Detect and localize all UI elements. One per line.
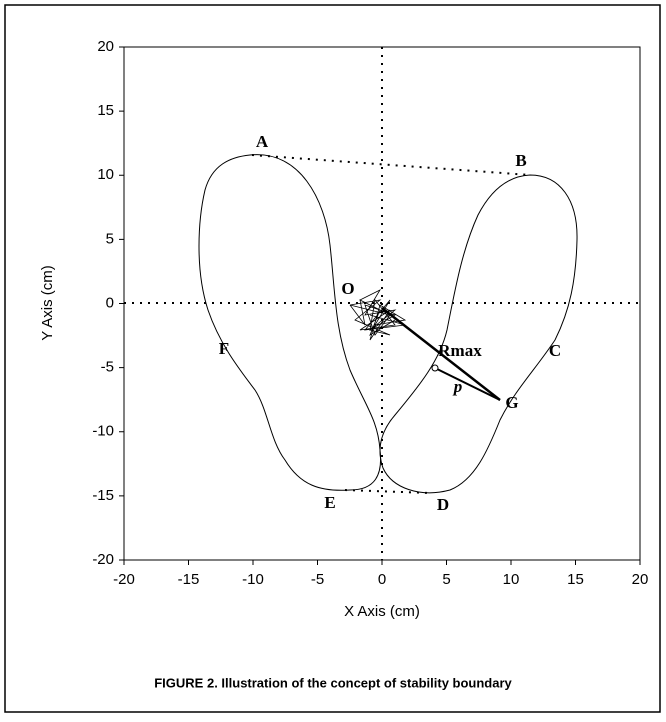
x-tick-label: 0: [378, 571, 386, 588]
figure-border: [4, 4, 661, 713]
y-tick-label: 5: [106, 230, 114, 247]
boundary-ab: [251, 154, 531, 176]
annotation: A: [256, 132, 269, 151]
annotation: F: [219, 339, 229, 358]
x-tick-label: -15: [178, 571, 200, 588]
x-tick-label: -10: [242, 571, 264, 588]
y-tick-label: -10: [92, 423, 114, 440]
y-tick-label: -5: [101, 359, 114, 376]
x-tick-label: -5: [311, 571, 324, 588]
y-tick-label: -15: [92, 487, 114, 504]
y-tick-label: 20: [97, 38, 114, 55]
y-tick-label: 15: [97, 102, 114, 119]
annotation: p: [452, 377, 463, 396]
annotation: Rmax: [438, 341, 482, 360]
annotation: G: [505, 393, 518, 412]
annotation: B: [515, 151, 526, 170]
y-tick-label: 0: [106, 294, 114, 311]
annotation: C: [549, 341, 561, 360]
x-axis-label: X Axis (cm): [344, 603, 420, 620]
x-tick-label: -20: [113, 571, 135, 588]
x-tick-label: 20: [632, 571, 649, 588]
annotation: O: [341, 279, 354, 298]
x-tick-label: 5: [442, 571, 450, 588]
annotation: E: [324, 493, 335, 512]
right-foot-outline: [379, 174, 578, 494]
x-tick-label: 15: [567, 571, 584, 588]
left-foot-outline: [198, 154, 382, 491]
rmax-line: [381, 307, 501, 401]
sway-trace: [349, 289, 407, 341]
y-tick-label: -20: [92, 551, 114, 568]
annotation: D: [437, 495, 449, 514]
p-line: [434, 367, 501, 401]
p-point: [431, 364, 439, 372]
y-axis-label: Y Axis (cm): [39, 265, 56, 341]
x-tick-label: 10: [503, 571, 520, 588]
y-tick-label: 10: [97, 166, 114, 183]
caption: FIGURE 2. Illustration of the concept of…: [154, 675, 512, 690]
